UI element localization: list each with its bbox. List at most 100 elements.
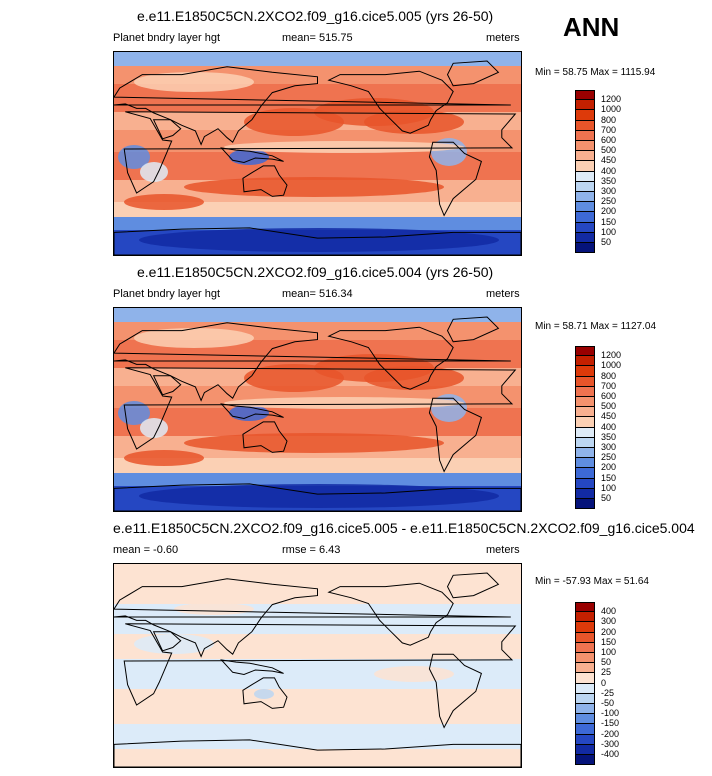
colorbar-tick-label: 25 <box>601 667 612 678</box>
colorbar-tick-label: -25 <box>601 687 615 698</box>
panel-1-units-label: meters <box>486 32 520 44</box>
map-canvas <box>114 308 521 511</box>
field-band <box>114 689 521 724</box>
colorbar-swatch <box>575 632 595 643</box>
panel-3-map <box>113 563 522 768</box>
coastline-africa <box>123 623 517 706</box>
map-canvas <box>114 564 521 767</box>
colorbar-tick-label: 1000 <box>601 360 622 371</box>
field-patch <box>134 634 214 654</box>
coastline-indonesia <box>220 403 284 420</box>
coastline-indonesia <box>220 659 284 676</box>
colorbar-tick-label: 1200 <box>601 94 622 105</box>
colorbar-swatch <box>575 704 595 715</box>
field-patch <box>244 364 344 392</box>
colorbar-tick-label: 300 <box>601 616 617 627</box>
field-patch <box>224 397 464 409</box>
panel-3-mean-label: mean = -0.60 <box>113 544 179 556</box>
field-patch <box>184 177 444 197</box>
panel-3-units-label: meters <box>486 544 520 556</box>
coastline-indonesia <box>220 147 284 164</box>
colorbar-swatch <box>575 346 595 357</box>
panel-1-map <box>113 51 522 256</box>
colorbar-tick-label: -400 <box>601 749 620 759</box>
colorbar-swatch <box>575 202 595 213</box>
field-patch <box>124 194 204 210</box>
panel-3-title: e.e11.E1850C5CN.2XCO2.f09_g16.cice5.005 … <box>113 520 695 536</box>
panel-2-map <box>113 307 522 512</box>
panel-1-variable-label: Planet bndry layer hgt <box>113 32 221 44</box>
colorbar-frame <box>575 602 595 766</box>
coastline-greenland <box>446 316 500 343</box>
panel-2-minmax: Min = 58.71 Max = 1127.04 <box>535 321 657 332</box>
field-patch <box>139 228 499 252</box>
colorbar-swatch <box>575 397 595 408</box>
colorbar-tick-label: 400 <box>601 421 617 432</box>
coastline-australia <box>242 677 288 709</box>
colorbar-swatch <box>575 356 595 367</box>
colorbar-swatch <box>575 407 595 418</box>
colorbar-swatch <box>575 724 595 735</box>
colorbar-swatch <box>575 673 595 684</box>
colorbar-tick-label: -50 <box>601 698 615 708</box>
field-patch <box>174 603 254 615</box>
field-patch <box>140 418 168 438</box>
colorbar-swatch <box>575 663 595 674</box>
coastline-south-america <box>428 141 483 217</box>
panel-2-variable-label: Planet bndry layer hgt <box>113 288 221 300</box>
colorbar-swatch <box>575 110 595 121</box>
colorbar-tick-label: -300 <box>601 738 620 749</box>
field-patch <box>140 162 168 182</box>
coastline-europe-asia <box>114 66 511 146</box>
colorbar-swatch <box>575 642 595 653</box>
coastline-europe-asia <box>114 322 511 402</box>
colorbar-swatch <box>575 437 595 448</box>
colorbar-tick-label: 450 <box>601 155 617 166</box>
colorbar-swatch <box>575 141 595 152</box>
colorbar-tick-label: 350 <box>601 431 617 442</box>
field-band <box>114 564 521 604</box>
colorbar-tick-label: 1200 <box>601 350 622 361</box>
colorbar-tick-label: 300 <box>601 186 617 196</box>
colorbar-swatch <box>575 376 595 387</box>
colorbar-tick-label: 0 <box>601 677 607 688</box>
field-band <box>114 308 521 322</box>
colorbar-tick-label: 100 <box>601 226 617 237</box>
colorbar-swatch <box>575 612 595 623</box>
field-band <box>114 458 521 473</box>
colorbar-tick-label: -100 <box>601 708 620 719</box>
colorbar-tick-label: 200 <box>601 206 617 217</box>
colorbar-tick-label: 300 <box>601 442 617 452</box>
coastline-antarctica <box>114 739 521 767</box>
coastline-north-america <box>327 582 454 646</box>
colorbar-swatch <box>575 222 595 233</box>
field-band <box>114 659 521 689</box>
colorbar-tick-label: 500 <box>601 145 617 156</box>
coastline-south-america <box>428 397 483 473</box>
panel-3-minmax: Min = -57.93 Max = 51.64 <box>535 576 649 587</box>
coastline-arabia <box>152 375 182 396</box>
colorbar-tick-label: -200 <box>601 728 620 739</box>
colorbar-swatch <box>575 683 595 694</box>
colorbar-frame <box>575 90 595 254</box>
colorbar-swatch <box>575 693 595 704</box>
colorbar-swatch <box>575 653 595 664</box>
field-patch <box>254 689 274 699</box>
colorbar-swatch <box>575 714 595 725</box>
colorbar-swatch <box>575 602 595 613</box>
coastline-antarctica <box>114 227 521 255</box>
colorbar-swatch <box>575 448 595 459</box>
colorbar-tick-label: 50 <box>601 657 612 668</box>
colorbar-swatch <box>575 161 595 172</box>
colorbar-tick-label: 50 <box>601 237 612 247</box>
field-patch <box>374 666 454 682</box>
field-patch <box>134 328 254 348</box>
coastline-north-america <box>327 326 454 390</box>
colorbar-tick-label: 450 <box>601 411 617 422</box>
colorbar-swatch <box>575 90 595 101</box>
colorbar-tick-label: 100 <box>601 482 617 493</box>
coastline-europe-asia <box>114 578 511 658</box>
colorbar-tick-label: 150 <box>601 472 617 483</box>
panel-2-units-label: meters <box>486 288 520 300</box>
colorbar-swatch <box>575 171 595 182</box>
